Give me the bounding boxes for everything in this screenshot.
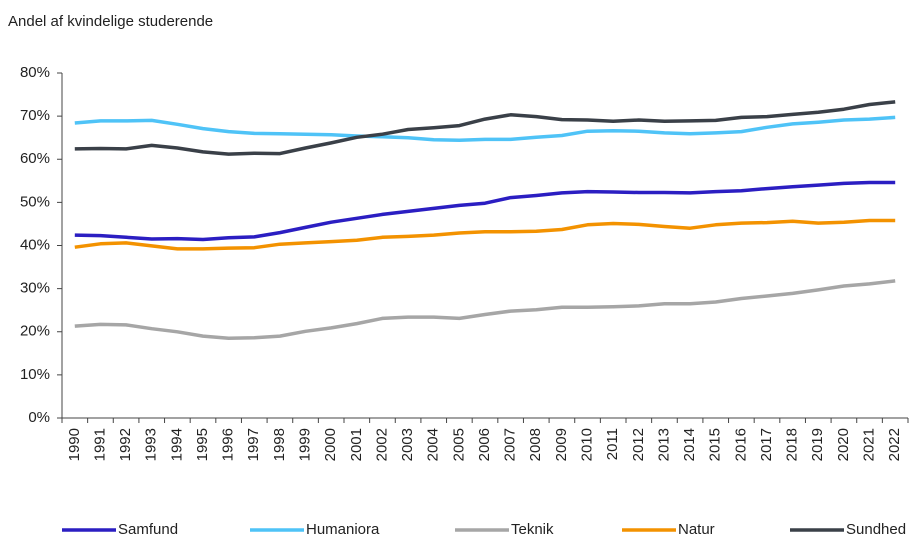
x-tick-label: 2019 <box>809 428 826 461</box>
x-tick-label: 2015 <box>707 428 724 461</box>
x-tick-label: 2020 <box>835 428 852 461</box>
series-line <box>74 115 896 143</box>
chart-title: Andel af kvindelige studerende <box>8 13 213 30</box>
y-tick-label: 0% <box>28 409 50 426</box>
x-tick-label: 2013 <box>655 428 672 461</box>
series-line <box>74 279 896 340</box>
x-tick-label: 2006 <box>476 428 493 461</box>
x-tick-label: 2018 <box>784 428 801 461</box>
series-line <box>74 100 896 156</box>
x-tick-label: 2003 <box>399 428 416 461</box>
x-tick-label: 2011 <box>604 428 621 460</box>
series-line <box>74 180 896 242</box>
y-tick-label: 10% <box>20 366 50 383</box>
x-tick-label: 1998 <box>271 428 288 461</box>
x-tick-label: 2001 <box>348 428 365 461</box>
x-tick-label: 2000 <box>322 428 339 461</box>
x-tick-label: 2005 <box>450 428 467 461</box>
x-tick-label: 2007 <box>502 428 519 461</box>
x-tick-label: 1990 <box>66 428 83 461</box>
y-tick-label: 60% <box>20 150 50 167</box>
x-tick-label: 2016 <box>732 428 749 461</box>
series-line <box>74 218 896 251</box>
x-tick-label: 1993 <box>143 428 160 461</box>
x-tick-label: 1996 <box>220 428 237 461</box>
x-tick-label: 2004 <box>425 428 442 461</box>
legend-label: Samfund <box>118 521 178 538</box>
x-tick-label: 1995 <box>194 428 211 461</box>
x-tick-label: 2008 <box>527 428 544 461</box>
x-tick-label: 1991 <box>91 428 108 461</box>
x-tick-label: 1992 <box>117 428 134 461</box>
x-tick-label: 2022 <box>886 428 903 461</box>
x-tick-label: 2010 <box>579 428 596 461</box>
x-tick-label: 1997 <box>245 428 262 461</box>
y-tick-label: 40% <box>20 236 50 253</box>
legend-label: Humaniora <box>306 521 380 538</box>
y-tick-label: 70% <box>20 107 50 124</box>
x-tick-label: 2009 <box>553 428 570 461</box>
x-tick-label: 1999 <box>297 428 314 461</box>
legend-label: Sundhed <box>846 521 906 538</box>
x-tick-label: 2021 <box>861 428 878 461</box>
y-tick-label: 20% <box>20 323 50 340</box>
legend-label: Teknik <box>511 521 554 538</box>
legend-label: Natur <box>678 521 715 538</box>
x-tick-label: 2012 <box>630 428 647 461</box>
y-tick-label: 50% <box>20 193 50 210</box>
y-tick-label: 80% <box>20 64 50 81</box>
x-tick-label: 2002 <box>373 428 390 461</box>
y-tick-label: 30% <box>20 280 50 297</box>
x-tick-label: 1994 <box>168 428 185 461</box>
x-tick-label: 2014 <box>681 428 698 461</box>
x-tick-label: 2017 <box>758 428 775 461</box>
